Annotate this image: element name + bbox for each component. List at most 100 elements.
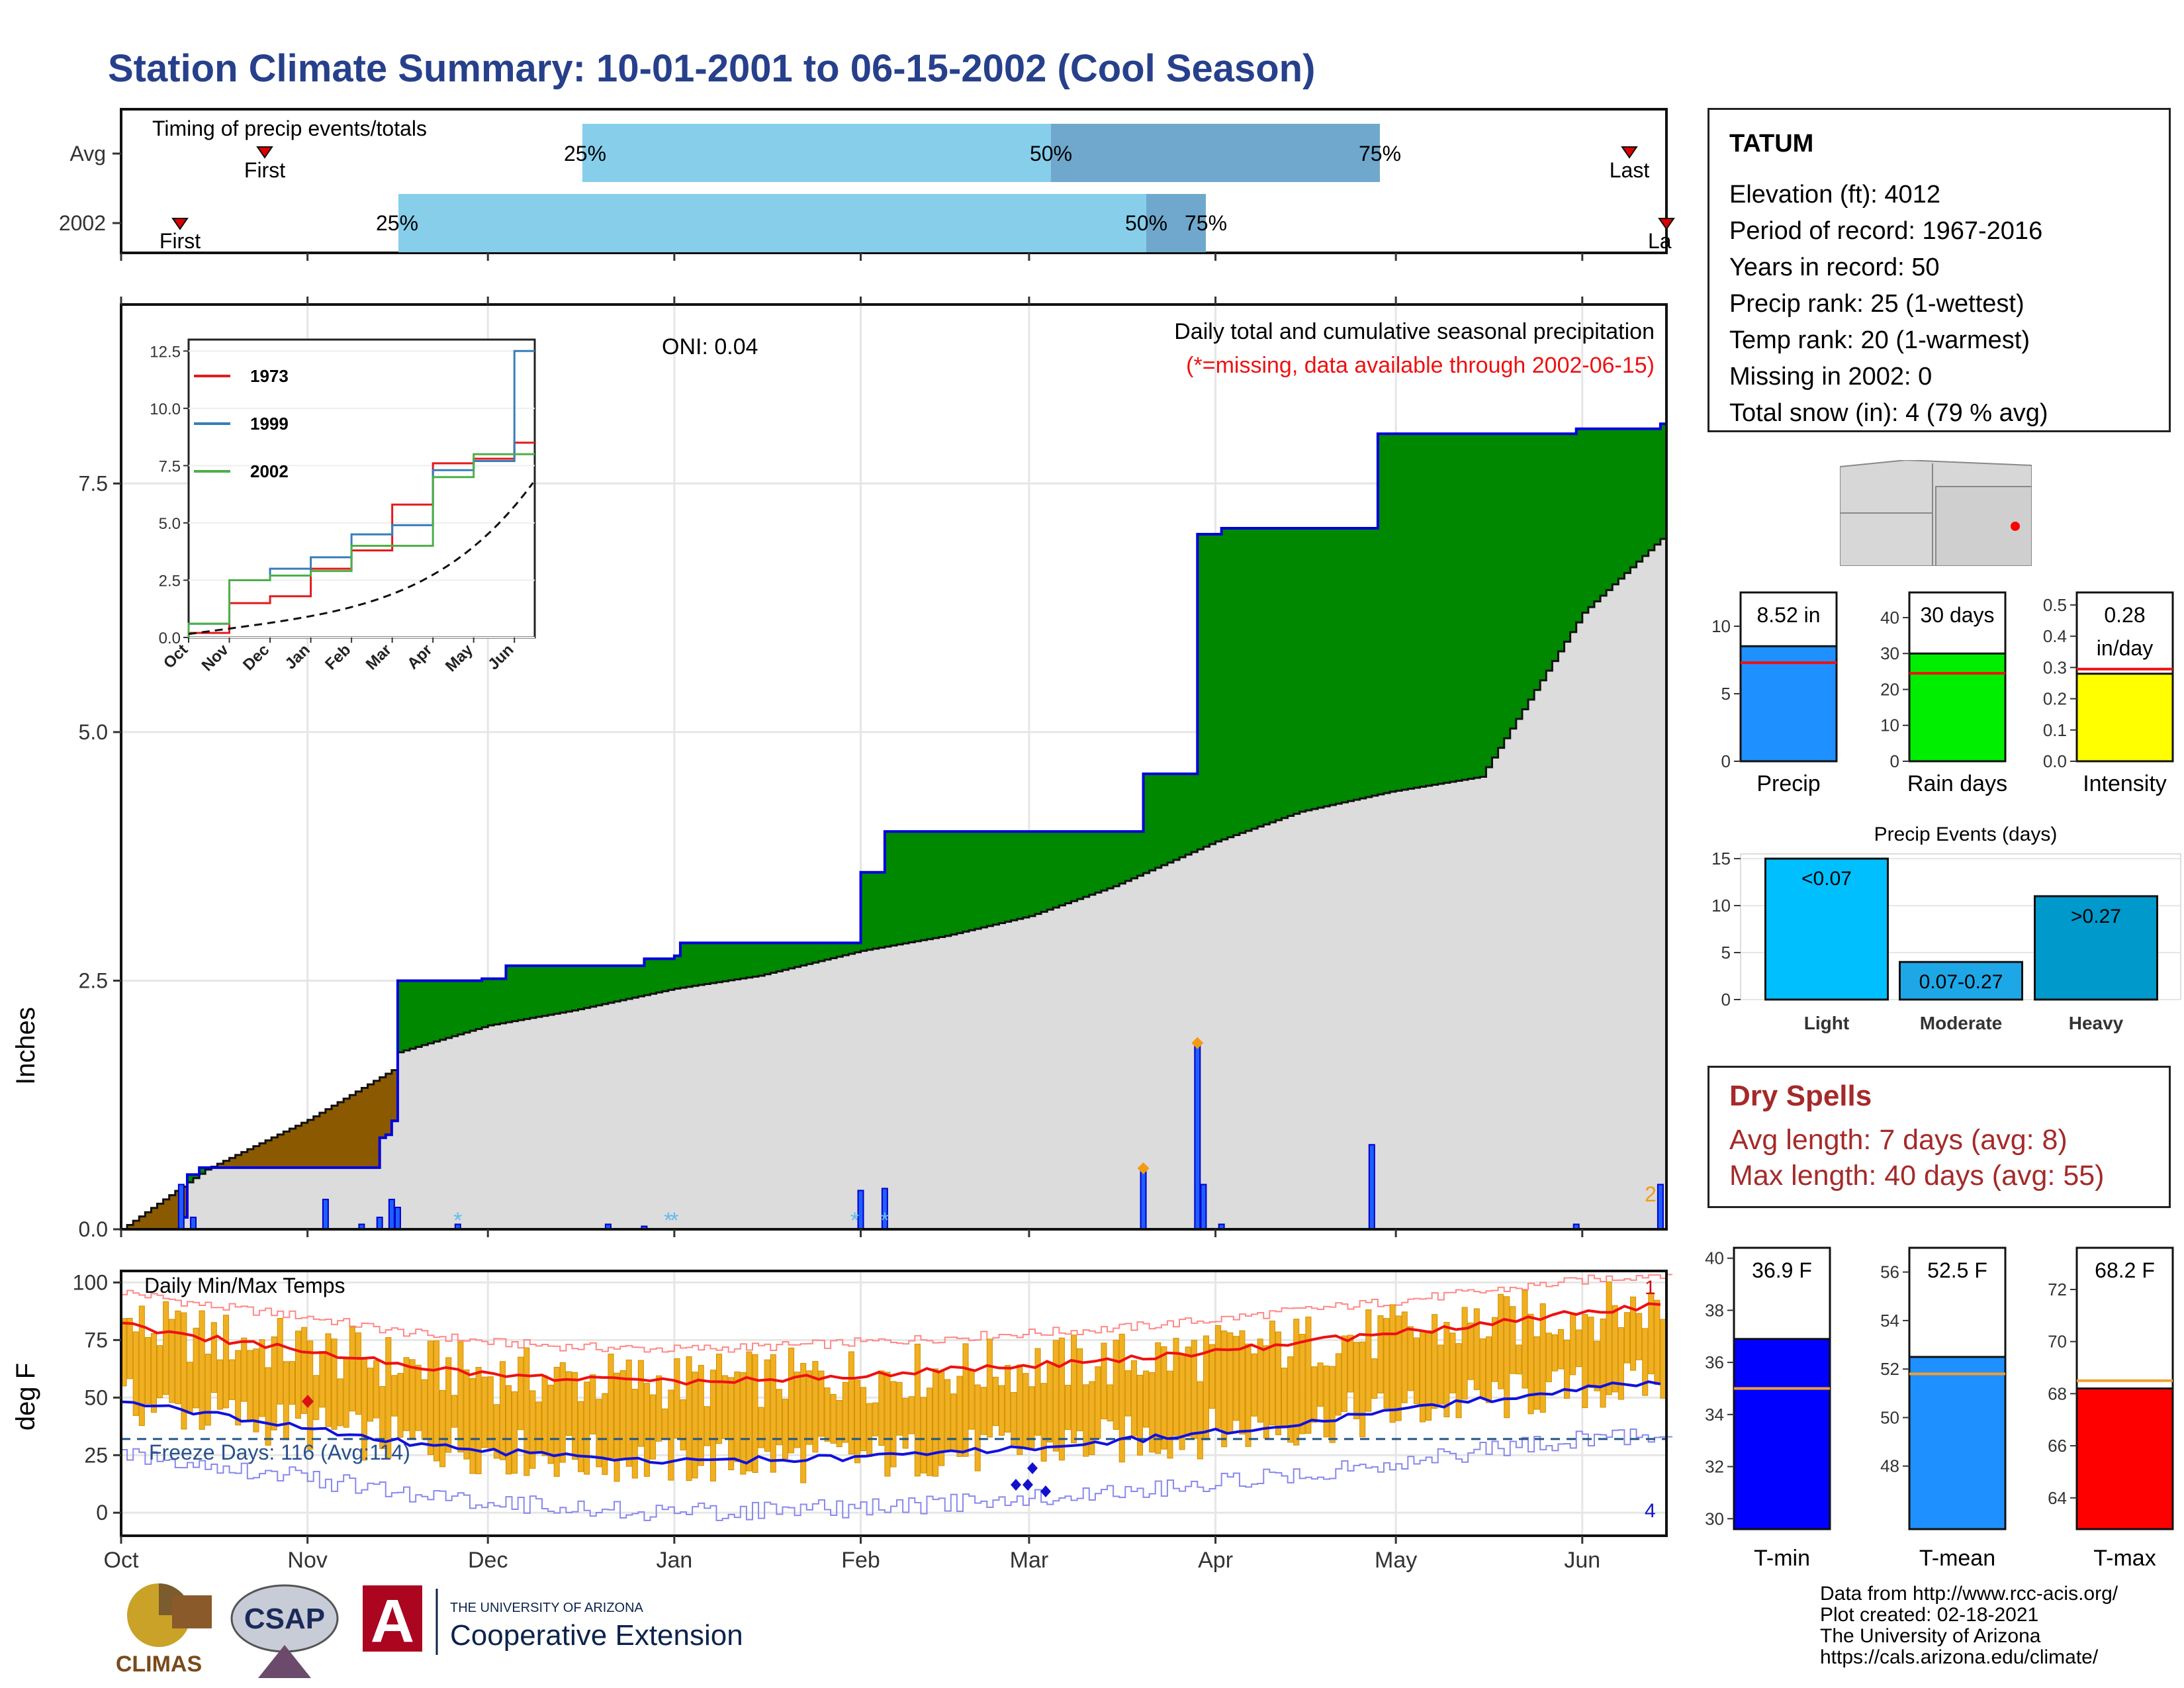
daily-temp-bar (463, 1369, 470, 1460)
daily-temp-bar (1455, 1343, 1462, 1419)
daily-temp-bar (349, 1327, 355, 1412)
heavy-event-marker (1137, 1162, 1150, 1174)
daily-temp-bar (469, 1378, 476, 1474)
daily-temp-bar (553, 1366, 560, 1477)
y2002-first-marker (171, 218, 189, 230)
daily-temp-bar (1401, 1311, 1408, 1403)
snow-marker: * (880, 1208, 889, 1233)
daily-temp-bar (1040, 1383, 1047, 1462)
summary-bar-label: Intensity (2083, 771, 2167, 796)
daily-temp-bar (776, 1389, 782, 1446)
daily-temp-bar (674, 1358, 680, 1439)
summary-y-label: 0.1 (2043, 720, 2067, 740)
inset-series-2002 (187, 453, 535, 637)
temp-summary-y-label: 54 (1880, 1311, 1899, 1331)
temp-y-label: 100 (73, 1270, 108, 1294)
daily-temp-bar (1516, 1344, 1522, 1375)
oni-label: ONI: 0.04 (662, 334, 758, 359)
daily-temp-bar (1208, 1344, 1216, 1409)
daily-temp-bar (421, 1379, 428, 1440)
daily-temp-bar (1155, 1342, 1161, 1454)
daily-temp-bar (1287, 1356, 1294, 1443)
daily-temp-bar (379, 1385, 386, 1449)
record-low-marker (1023, 1479, 1033, 1491)
daily-temp-bar (962, 1343, 969, 1457)
temp-x-label: Jun (1564, 1548, 1600, 1573)
temp-summary-value: 68.2 F (2095, 1258, 2155, 1282)
logo-strip: CLIMAS CSAP A THE UNIVERSITY OF ARIZONA … (116, 1583, 743, 1678)
daily-temp-bar (391, 1375, 398, 1417)
daily-temp-bar (1107, 1384, 1113, 1422)
daily-temp-bar (343, 1358, 349, 1428)
daily-temp-bar (132, 1331, 139, 1416)
daily-temp-bar (247, 1350, 253, 1422)
daily-temp-bar (1143, 1370, 1150, 1428)
inset-legend-label: 2002 (250, 461, 289, 481)
record-low-marker (1011, 1479, 1021, 1491)
daily-temp-bar (619, 1370, 626, 1460)
daily-temp-bar (1564, 1339, 1570, 1399)
daily-temp-bar (1389, 1304, 1396, 1423)
temp-corner-bottom: 4 (1645, 1500, 1656, 1522)
daily-temp-bar (457, 1341, 464, 1453)
daily-temp-bar (1432, 1314, 1438, 1409)
daily-temp-bar (1052, 1340, 1059, 1452)
daily-temp-bar (596, 1399, 602, 1468)
daily-temp-bar (451, 1395, 458, 1428)
station-line: Elevation (ft): 4012 (1729, 181, 1940, 209)
temp-x-label: Mar (1010, 1548, 1049, 1573)
daily-precip-bar (388, 1198, 395, 1230)
daily-temp-bar (1576, 1329, 1582, 1368)
summary-y-label: 0.0 (2043, 751, 2067, 771)
temp-x-label: Nov (287, 1548, 327, 1573)
event-category-label: Light (1804, 1013, 1849, 1033)
daily-temp-bar (1510, 1306, 1516, 1374)
daily-temp-bar (1101, 1342, 1107, 1420)
daily-temp-bar (998, 1385, 1005, 1436)
daily-temp-bar (373, 1360, 380, 1419)
temp-x-label: Dec (468, 1548, 508, 1573)
daily-temp-bar (734, 1371, 741, 1462)
temp-summary-y-label: 68 (2048, 1383, 2067, 1403)
snow-marker: * (664, 1208, 672, 1233)
daily-temp-bar (253, 1348, 259, 1432)
daily-temp-bar (1347, 1335, 1354, 1393)
daily-temp-bar (1539, 1303, 1546, 1413)
daily-temp-bar (614, 1372, 620, 1482)
observed-precip-line (121, 382, 1668, 1231)
daily-temp-bar (1648, 1292, 1655, 1374)
daily-temp-bar (1095, 1366, 1101, 1439)
daily-temp-bar (1426, 1330, 1432, 1421)
daily-temp-bar (1461, 1307, 1468, 1400)
temp-summary-y-label: 36 (1705, 1352, 1724, 1372)
inset-legend-label: 1973 (250, 366, 289, 386)
daily-temp-bar (933, 1368, 939, 1477)
credit-line: The University of Arizona (1820, 1625, 2041, 1647)
missing-note: (*=missing, data available through 2002-… (1186, 353, 1655, 378)
event-category-label: Heavy (2069, 1013, 2124, 1033)
daily-temp-bar (1383, 1318, 1390, 1409)
daily-temp-bar (715, 1353, 723, 1444)
summary-y-label: 0 (1890, 751, 1899, 771)
summary-y-label: 10 (1880, 716, 1899, 735)
daily-temp-bar (1522, 1290, 1528, 1389)
daily-temp-bar (1077, 1348, 1083, 1432)
daily-temp-bar (1473, 1308, 1480, 1390)
timing-row-avg: Avg (69, 142, 106, 165)
surplus-area (397, 382, 1666, 1053)
daily-temp-bar (1023, 1373, 1029, 1449)
summary-value-label: 0.28 (2104, 603, 2145, 627)
summary-value-label: in/day (2097, 636, 2153, 660)
temp-x-label: Oct (104, 1548, 139, 1573)
daily-temp-bar (157, 1345, 163, 1399)
daily-temp-bar (884, 1372, 891, 1477)
event-bar-label: >0.27 (2071, 906, 2121, 927)
temp-ylabel: deg F (11, 1363, 40, 1430)
credit-line: Data from http://www.rcc-acis.org/ (1820, 1583, 2118, 1605)
daily-temp-bar (1485, 1336, 1492, 1403)
daily-temp-bar (409, 1359, 416, 1438)
daily-temp-bar (1281, 1368, 1288, 1429)
daily-temp-bar (824, 1387, 831, 1442)
daily-temp-bar (1239, 1330, 1246, 1434)
summary-y-label: 5 (1721, 684, 1731, 704)
